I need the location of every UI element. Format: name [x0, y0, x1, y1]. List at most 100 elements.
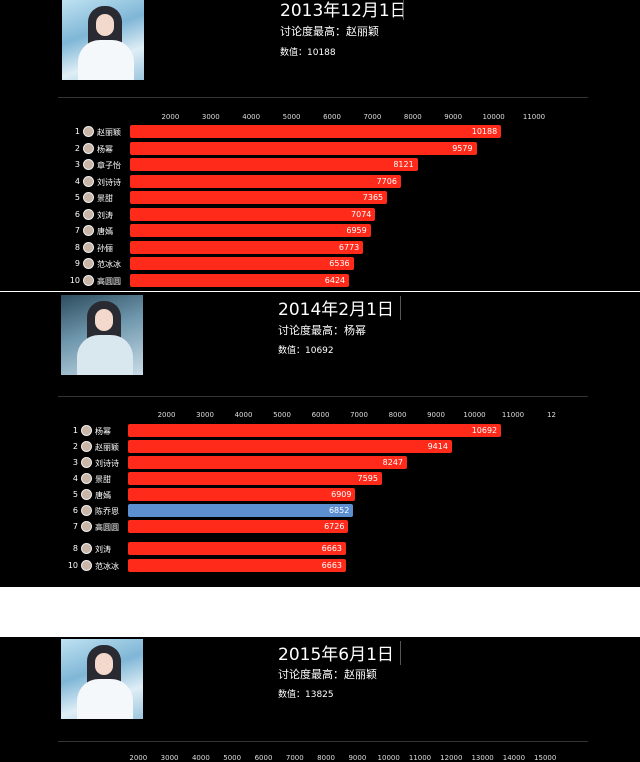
bar-value-label: 9414: [427, 442, 448, 451]
x-tick-label: 6000: [323, 113, 341, 121]
actress-avatar: [83, 142, 94, 154]
bar: [130, 224, 371, 237]
top-discussed-label: 讨论度最高：赵丽颖: [280, 25, 379, 38]
x-tick-label: 3000: [201, 113, 220, 121]
rank-number: 10: [67, 561, 78, 570]
rank-number: 8: [72, 544, 78, 553]
x-tick-label: 10000: [482, 113, 505, 121]
rank-number: 10: [69, 275, 80, 285]
category-label: 杨幂: [97, 144, 113, 154]
rank-number: 8: [74, 242, 80, 252]
date-title: 2013年12月1日: [280, 1, 407, 21]
bar: [128, 440, 452, 453]
bar-value-label: 6536: [329, 259, 350, 268]
bar: [128, 456, 407, 469]
bar: [130, 273, 350, 287]
x-tick-label: 3000: [196, 411, 214, 419]
actress-avatar: [83, 225, 94, 236]
category-label: 景甜: [97, 194, 113, 203]
date-title: 2015年6月1日: [278, 645, 394, 665]
category-label: 高圆圆: [97, 276, 121, 286]
actress-avatar: [83, 208, 94, 220]
actress-avatar: [83, 274, 94, 286]
rank-number: 9: [74, 259, 80, 268]
top-discussed-label: 讨论度最高：杨幂: [278, 324, 366, 337]
actress-avatar: [83, 175, 94, 187]
bar-value-label: 6726: [324, 522, 345, 531]
actress-avatar: [81, 543, 92, 554]
x-tick-label: 3000: [160, 754, 179, 762]
x-tick-label: 5000: [282, 113, 301, 121]
category-label: 赵丽颖: [97, 128, 121, 137]
chart-panel-2013-12: 2013年12月1日 讨论度最高：赵丽颖 数值：10188 2000 3000 40…: [0, 0, 640, 291]
leader-portrait: [62, 0, 144, 80]
chart-panel-2014-02: 2014年2月1日 讨论度最高：杨幂 数值：10692 2000 3000 4000…: [0, 292, 640, 587]
bar: [130, 174, 401, 188]
actress-avatar: [81, 425, 92, 436]
rank-number: 1: [74, 127, 80, 136]
bar: [128, 488, 356, 501]
category-label: 杨幂: [95, 427, 111, 436]
x-tick-label: 4000: [191, 754, 210, 762]
x-tick-label: 8000: [403, 113, 422, 121]
leader-portrait: [61, 295, 143, 375]
x-tick-label: 11000: [408, 754, 432, 762]
bar-value-label: 8121: [393, 160, 414, 169]
rank-number: 4: [74, 176, 80, 186]
x-tick-label: 11000: [522, 113, 546, 121]
category-label: 高圆圆: [95, 523, 119, 532]
bar: [128, 424, 502, 437]
x-tick-label: 4000: [234, 411, 253, 419]
category-label: 孙俪: [97, 243, 113, 253]
x-tick-label: 13000: [471, 754, 494, 762]
x-tick-label: 9000: [348, 754, 367, 762]
bar-value-label: 6663: [321, 544, 343, 553]
actress-avatar: [81, 489, 92, 500]
rank-number: 7: [72, 522, 78, 531]
x-tick-label: 12: [547, 411, 556, 419]
category-label: 刘涛: [95, 545, 111, 554]
category-label: 范冰冰: [95, 562, 119, 571]
x-tick-label: 8000: [317, 754, 336, 762]
bar-value-label: 10692: [471, 426, 498, 435]
top-discussed-label: 讨论度最高：赵丽颖: [278, 668, 377, 681]
leader-portrait: [61, 639, 143, 719]
top-value-label: 数值：13825: [278, 690, 334, 700]
rank-number: 6: [72, 506, 78, 515]
rank-number: 5: [72, 490, 78, 499]
axis-separator: [58, 97, 588, 98]
category-label: 唐嫣: [95, 491, 111, 500]
actress-avatar: [81, 505, 92, 516]
axis-separator: [58, 396, 588, 397]
rank-number: 3: [74, 160, 80, 169]
bar-value-label: 6909: [331, 490, 352, 499]
rank-number: 2: [74, 143, 80, 153]
category-label: 刘诗诗: [97, 177, 121, 187]
bar: [130, 240, 364, 254]
x-tick-label: 15000: [534, 754, 557, 762]
actress-avatar: [81, 457, 92, 468]
bar: [130, 125, 502, 138]
rank-number: 7: [74, 226, 80, 235]
actress-avatar: [83, 159, 94, 170]
rank-number: 4: [72, 474, 78, 483]
x-tick-label: 5000: [273, 411, 291, 419]
rank-number: 5: [74, 193, 80, 202]
actress-avatar: [83, 192, 94, 203]
bar: [128, 520, 349, 533]
bar-value-label: 6959: [346, 226, 367, 235]
bar: [130, 158, 418, 171]
actress-avatar: [83, 126, 94, 137]
top-value-label: 数值：10188: [280, 48, 336, 58]
bar-value-label: 7595: [357, 474, 378, 483]
actress-avatar: [81, 473, 92, 484]
bar-value-label: 9579: [452, 143, 473, 153]
x-tick-label: 2000: [129, 754, 148, 762]
top-value-label: 数值：10692: [278, 346, 334, 356]
rank-number: 3: [72, 458, 78, 467]
chart-panel-2015-06: 2015年6月1日 讨论度最高：赵丽颖 数值：13825 2000 3000 400…: [0, 637, 640, 762]
bar-value-label: 6852: [328, 506, 350, 515]
actress-avatar: [81, 521, 92, 532]
bar-value-label: 6663: [321, 561, 343, 570]
x-tick-label: 6000: [311, 411, 330, 419]
